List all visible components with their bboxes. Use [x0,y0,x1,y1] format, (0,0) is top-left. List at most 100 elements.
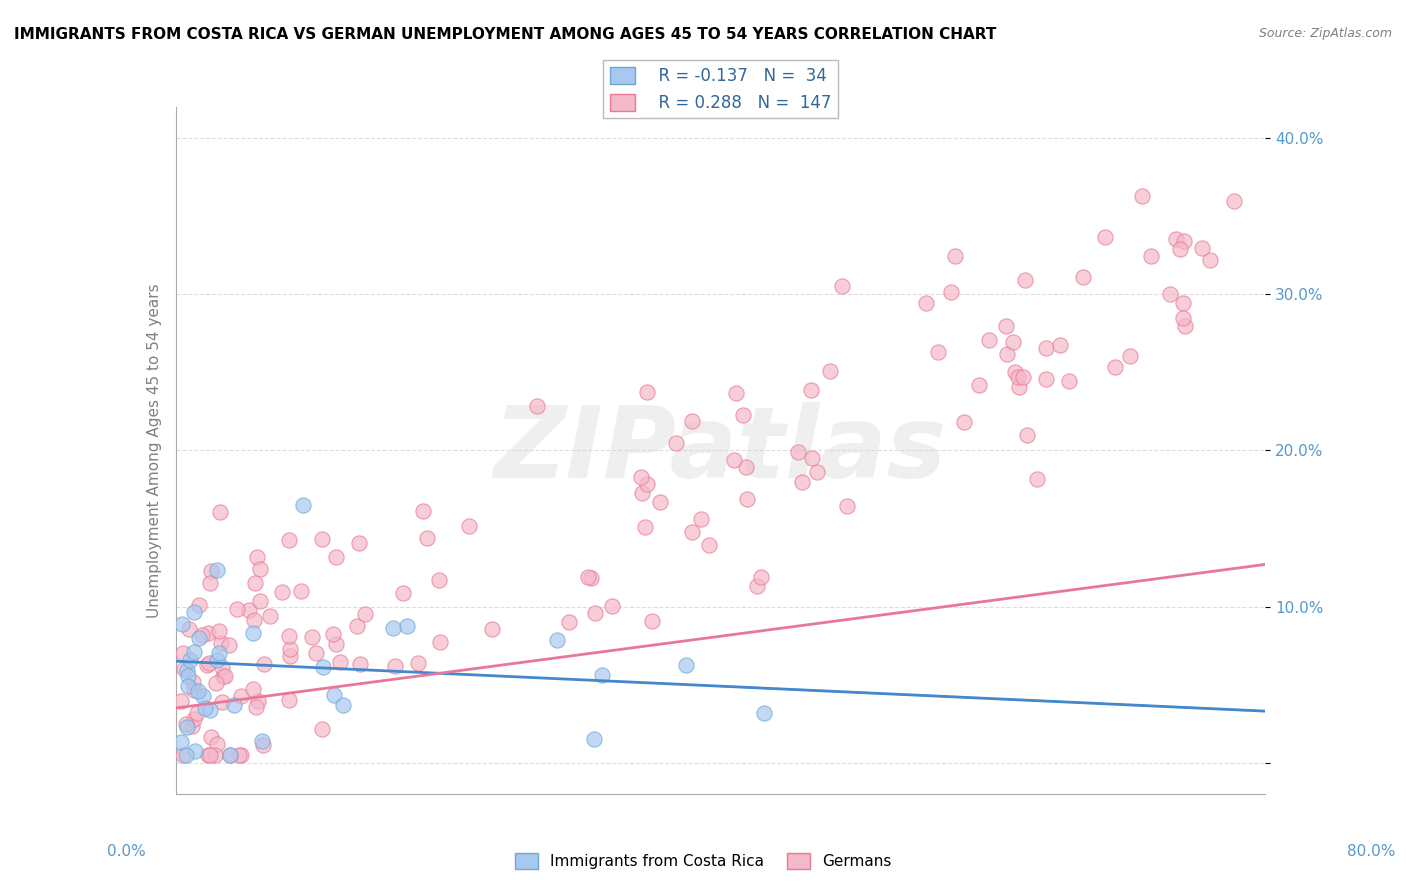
Germans [745,579,768,593]
Germans [1140,249,1163,263]
Immigrants from Costa Rica [219,747,242,762]
Germans [1198,253,1220,268]
Immigrants from Costa Rica [177,679,200,693]
Germans [211,695,233,709]
Germans [1071,270,1094,285]
Germans [943,249,966,263]
Germans [633,520,655,534]
Immigrants from Costa Rica [170,735,193,749]
Immigrants from Costa Rica [546,632,568,647]
Germans [801,450,824,465]
Germans [1025,473,1047,487]
Germans [209,505,232,519]
Germans [197,747,219,762]
Immigrants from Costa Rica [382,621,405,635]
Germans [526,399,548,413]
Text: 80.0%: 80.0% [1347,845,1395,859]
Germans [249,594,271,608]
Germans [249,562,271,576]
Germans [246,694,269,708]
Germans [218,747,240,762]
Germans [994,318,1017,333]
Germans [191,628,214,642]
Germans [188,598,211,612]
Legend:   R = -0.137   N =  34,   R = 0.288   N =  147: R = -0.137 N = 34, R = 0.288 N = 147 [603,61,838,119]
Germans [169,694,191,708]
Germans [243,576,266,591]
Germans [198,747,221,762]
Germans [1049,338,1071,352]
Germans [181,718,204,732]
Germans [939,285,962,300]
Germans [1104,360,1126,375]
Germans [689,512,711,526]
Germans [226,602,249,616]
Germans [354,607,377,621]
Germans [1057,374,1080,388]
Immigrants from Costa Rica [205,563,228,577]
Germans [218,638,240,652]
Germans [252,738,274,752]
Germans [800,384,823,398]
Germans [1173,296,1195,310]
Germans [665,435,688,450]
Germans [311,532,333,546]
Immigrants from Costa Rica [183,645,205,659]
Germans [1035,341,1057,355]
Germans [325,549,347,564]
Y-axis label: Unemployment Among Ages 45 to 54 years: Unemployment Among Ages 45 to 54 years [146,283,162,618]
Germans [481,622,503,636]
Germans [790,475,813,489]
Germans [229,747,252,762]
Germans [557,615,579,629]
Germans [200,730,222,744]
Germans [648,495,671,509]
Germans [583,606,606,620]
Germans [723,453,745,467]
Germans [305,646,328,660]
Germans [278,693,301,707]
Germans [1223,194,1246,208]
Germans [278,641,301,656]
Germans [835,499,858,513]
Immigrants from Costa Rica [194,700,217,714]
Germans [198,575,221,590]
Immigrants from Costa Rica [332,698,354,712]
Germans [636,477,658,491]
Text: 0.0%: 0.0% [107,845,146,859]
Germans [731,408,754,422]
Germans [406,657,429,671]
Immigrants from Costa Rica [183,744,205,758]
Germans [787,444,810,458]
Germans [349,536,371,550]
Immigrants from Costa Rica [396,619,419,633]
Germans [311,723,333,737]
Immigrants from Costa Rica [242,626,264,640]
Germans [995,347,1018,361]
Germans [636,384,658,399]
Germans [1004,365,1026,379]
Text: IMMIGRANTS FROM COSTA RICA VS GERMAN UNEMPLOYMENT AMONG AGES 45 TO 54 YEARS CORR: IMMIGRANTS FROM COSTA RICA VS GERMAN UNE… [14,27,997,42]
Germans [259,609,281,624]
Germans [204,747,226,762]
Germans [208,624,231,639]
Germans [211,668,233,682]
Germans [183,683,205,698]
Germans [245,700,267,714]
Germans [271,585,294,599]
Germans [183,712,205,726]
Germans [1173,234,1195,248]
Germans [724,386,747,401]
Germans [242,681,264,696]
Germans [349,657,371,672]
Germans [172,747,194,762]
Germans [205,737,228,751]
Germans [246,550,269,565]
Immigrants from Costa Rica [583,731,606,746]
Germans [1166,232,1188,246]
Germans [576,570,599,584]
Germans [238,602,260,616]
Germans [1094,230,1116,244]
Germans [927,344,949,359]
Immigrants from Costa Rica [191,689,214,703]
